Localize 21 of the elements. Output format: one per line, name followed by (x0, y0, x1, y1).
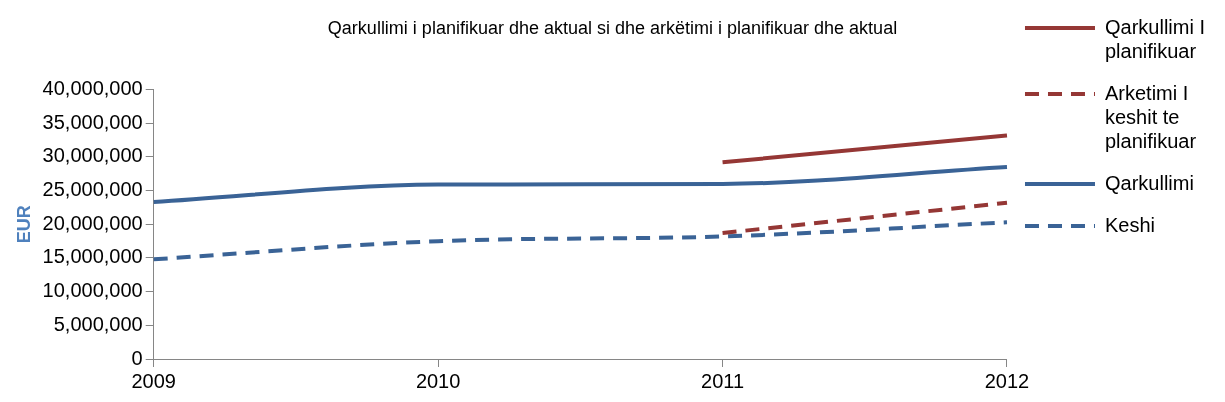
y-tick-label: 35,000,000 (42, 110, 143, 133)
y-tick-label: 15,000,000 (42, 245, 143, 268)
y-tick-label: 0 (131, 346, 143, 369)
x-tick-label: 2010 (415, 369, 461, 392)
line-series (151, 165, 1009, 205)
y-tick-label: 40,000,000 (42, 77, 143, 100)
y-axis-title: EUR (13, 205, 34, 244)
legend-label: Arketimi I keshit te planifikuar (1104, 81, 1197, 152)
y-tick-label: 20,000,000 (42, 211, 143, 234)
x-tick-label: 2011 (701, 369, 745, 392)
y-tick-label: 10,000,000 (42, 279, 143, 302)
x-tick-label: 2012 (984, 369, 1030, 392)
legend-label: Qarkullimi (1104, 171, 1194, 194)
y-tick-label: 5,000,000 (53, 312, 143, 335)
legend-label: Qarkullimi I planifikuar (1104, 15, 1206, 62)
legend-label: Keshi (1104, 213, 1156, 236)
line-series (151, 220, 1009, 262)
chart-title: Qarkullimi i planifikuar dhe aktual si dhe arkëtimi i planifikuar dhe aktual (327, 17, 898, 38)
y-tick-label: 25,000,000 (42, 178, 143, 201)
x-tick-label: 2009 (131, 369, 176, 392)
y-tick-label: 30,000,000 (42, 144, 143, 167)
